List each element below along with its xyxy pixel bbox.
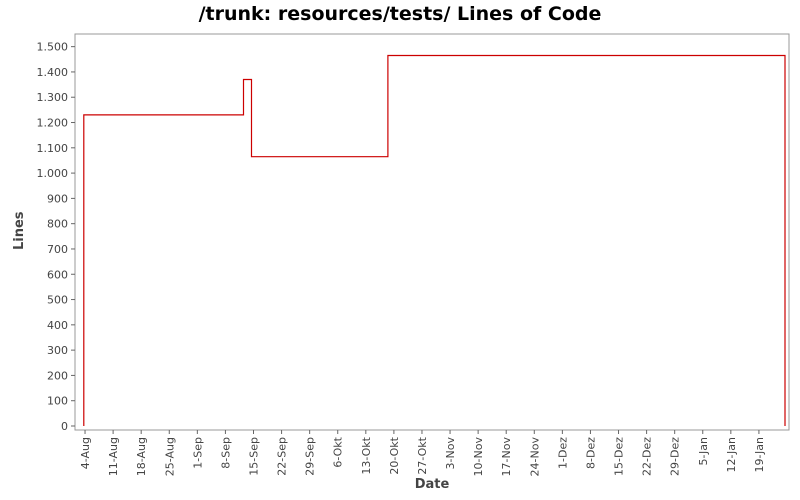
x-tick-label: 10-Nov [472, 437, 485, 477]
y-axis: 0 100 200 300 400 500 600 700 800 900 1.000 1.100 1.… [37, 41, 75, 433]
x-tick-label: 5-Jan [697, 437, 710, 466]
x-tick-label: 17-Nov [500, 437, 513, 477]
x-tick-label: 27-Okt [416, 436, 429, 474]
x-tick-label: 29-Dez [669, 437, 682, 476]
x-tick-label: 24-Nov [528, 437, 541, 477]
y-tick-label: 1.300 [37, 91, 69, 104]
x-tick-label: 22-Sep [276, 437, 289, 476]
x-tick-label: 15-Dez [613, 437, 626, 476]
y-tick-label: 1.100 [37, 142, 69, 155]
plot-area [74, 33, 790, 431]
x-tick-label: 25-Aug [163, 437, 176, 476]
y-tick-label: 400 [47, 319, 68, 332]
x-tick-label: 12-Jan [725, 437, 738, 473]
x-tick-label: 20-Okt [388, 436, 401, 474]
x-tick-label: 22-Dez [641, 437, 654, 476]
series-layer [83, 54, 786, 426]
x-tick-label: 11-Aug [107, 437, 120, 476]
y-tick-label: 1.200 [37, 117, 69, 130]
x-tick-label: 15-Sep [248, 437, 261, 476]
x-tick-label: 3-Nov [444, 437, 457, 470]
y-tick-label: 300 [47, 344, 68, 357]
x-tick-label: 13-Okt [360, 436, 373, 474]
x-tick-label: 4-Aug [79, 437, 92, 469]
chart-title: /trunk: resources/tests/ Lines of Code [198, 3, 602, 25]
y-tick-label: 500 [47, 294, 68, 307]
y-tick-label: 1.500 [37, 41, 69, 54]
series-line-0 [83, 54, 786, 426]
y-tick-label: 100 [47, 395, 68, 408]
x-tick-label: 1-Sep [191, 437, 204, 469]
x-tick-label: 8-Sep [219, 437, 232, 469]
x-tick-label: 29-Sep [304, 437, 317, 476]
x-tick-label: 6-Okt [332, 436, 345, 467]
y-tick-label: 0 [61, 420, 68, 433]
y-tick-label: 200 [47, 369, 68, 382]
y-tick-label: 700 [47, 243, 68, 256]
x-tick-label: 19-Jan [753, 437, 766, 473]
y-tick-label: 1.000 [37, 167, 69, 180]
x-tick-label: 8-Dez [584, 437, 597, 469]
y-tick-label: 1.400 [37, 66, 69, 79]
y-tick-label: 600 [47, 268, 68, 281]
y-tick-label: 900 [47, 192, 68, 205]
x-tick-label: 18-Aug [135, 437, 148, 476]
x-axis: 4-Aug 11-Aug 18-Aug 25-Aug 1-Sep 8-Sep 15-Sep 2… [79, 430, 766, 476]
x-tick-label: 1-Dez [556, 437, 569, 469]
y-tick-label: 800 [47, 218, 68, 231]
x-axis-label: Date [414, 477, 450, 492]
